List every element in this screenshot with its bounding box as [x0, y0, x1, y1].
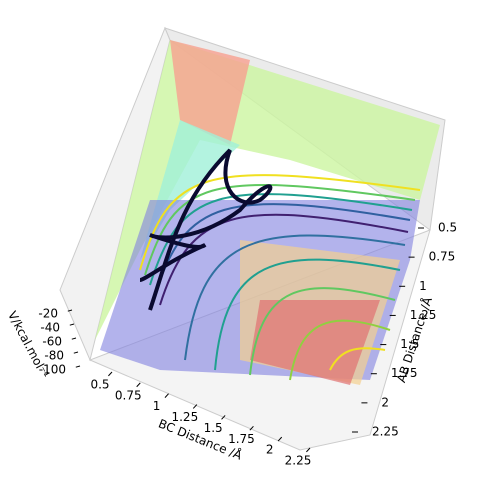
tick-mark	[164, 393, 169, 398]
x-tick-label: 0.5	[90, 378, 109, 392]
tick-mark	[221, 415, 226, 420]
x-tick-label: 1.75	[228, 432, 255, 446]
y-tick-label: 1.5	[400, 337, 419, 351]
tick-mark	[67, 309, 73, 312]
tick-mark	[192, 404, 198, 409]
tick-mark	[71, 337, 77, 340]
tick-mark	[136, 382, 141, 388]
tick-mark	[249, 425, 254, 431]
trajectory	[139, 148, 273, 311]
surface	[170, 40, 250, 145]
y-tick-label: 2.25	[372, 425, 399, 439]
x-tick-label: 2.25	[285, 454, 312, 468]
tick-mark	[108, 371, 113, 377]
y-tick-label: 2	[381, 395, 389, 409]
y-tick-label: 0.75	[429, 250, 456, 264]
z-tick-label: -20	[38, 307, 58, 321]
y-tick-label: 1.75	[391, 366, 418, 380]
x-tick-label: 0.75	[115, 388, 142, 402]
y-tick-label: 0.5	[438, 221, 457, 235]
z-tick-label: -100	[39, 363, 66, 377]
y-tick-label: 1.25	[410, 308, 437, 322]
tick-mark	[306, 447, 311, 453]
x-tick-label: 1	[153, 399, 161, 413]
tick-mark	[73, 351, 79, 354]
z-tick-label: -40	[40, 321, 60, 335]
x-tick-label: 1.5	[204, 421, 223, 435]
x-tick-label: 2	[266, 443, 274, 457]
z-tick-label: -80	[44, 349, 64, 363]
tick-mark	[69, 323, 75, 326]
z-tick-label: -60	[42, 335, 62, 349]
tick-mark	[277, 436, 283, 442]
x-tick-label: 1.25	[171, 410, 198, 424]
y-tick-label: 1	[419, 279, 427, 293]
tick-mark	[75, 365, 81, 368]
